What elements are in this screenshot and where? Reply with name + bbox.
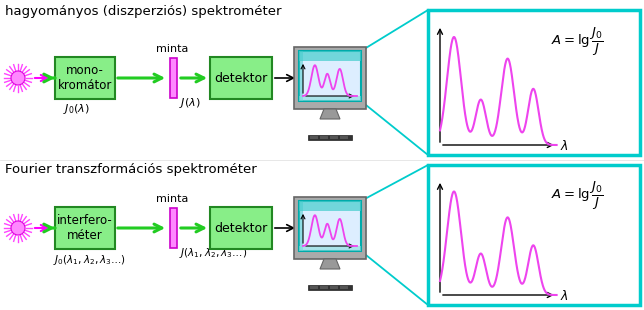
Bar bbox=[310, 286, 318, 289]
Bar bbox=[299, 201, 361, 251]
Text: interfero-
méter: interfero- méter bbox=[57, 214, 113, 242]
Bar bbox=[299, 201, 303, 251]
FancyBboxPatch shape bbox=[210, 57, 272, 99]
Polygon shape bbox=[320, 109, 340, 119]
Bar bbox=[308, 285, 352, 290]
FancyBboxPatch shape bbox=[55, 207, 115, 249]
Text: detektor: detektor bbox=[214, 72, 268, 85]
Bar bbox=[299, 51, 303, 101]
Bar bbox=[299, 51, 361, 101]
Bar bbox=[171, 208, 178, 248]
Bar bbox=[330, 286, 338, 289]
Bar bbox=[316, 237, 344, 240]
Text: $A = \lg \dfrac{J_0}{J}$: $A = \lg \dfrac{J_0}{J}$ bbox=[551, 180, 603, 212]
Text: $J_0(\lambda)$: $J_0(\lambda)$ bbox=[63, 102, 90, 116]
Bar bbox=[320, 136, 328, 139]
Bar bbox=[299, 246, 361, 251]
Bar bbox=[294, 47, 366, 109]
Bar bbox=[315, 91, 345, 94]
Bar bbox=[428, 10, 640, 155]
Text: $J(\lambda_1,\lambda_2,\lambda_3\ldots)$: $J(\lambda_1,\lambda_2,\lambda_3\ldots)$ bbox=[179, 246, 247, 260]
Bar bbox=[294, 197, 366, 259]
Bar bbox=[171, 58, 178, 98]
Bar bbox=[330, 136, 338, 139]
Text: $\lambda$: $\lambda$ bbox=[560, 139, 568, 153]
Bar bbox=[314, 245, 346, 249]
Bar bbox=[299, 51, 361, 61]
Circle shape bbox=[11, 221, 25, 235]
Bar bbox=[428, 165, 640, 305]
Bar bbox=[316, 87, 344, 90]
FancyBboxPatch shape bbox=[55, 57, 115, 99]
Text: hagyományos (diszperziós) spektrométer: hagyományos (diszperziós) spektrométer bbox=[5, 5, 281, 18]
Text: mono-
kromátor: mono- kromátor bbox=[58, 64, 112, 92]
Bar bbox=[320, 286, 328, 289]
Text: $J(\lambda)$: $J(\lambda)$ bbox=[179, 96, 200, 110]
Polygon shape bbox=[320, 259, 340, 269]
Text: minta: minta bbox=[156, 44, 188, 54]
Bar bbox=[299, 201, 361, 211]
Bar bbox=[310, 136, 318, 139]
Text: Fourier transzformációs spektrométer: Fourier transzformációs spektrométer bbox=[5, 163, 257, 176]
Bar bbox=[299, 96, 361, 101]
Text: $\lambda$: $\lambda$ bbox=[560, 289, 568, 303]
Text: $J_0(\lambda_1,\lambda_2,\lambda_3\ldots)$: $J_0(\lambda_1,\lambda_2,\lambda_3\ldots… bbox=[53, 253, 126, 267]
Bar bbox=[308, 135, 352, 140]
Text: minta: minta bbox=[156, 194, 188, 204]
Text: detektor: detektor bbox=[214, 222, 268, 234]
Bar bbox=[314, 95, 346, 99]
Circle shape bbox=[11, 71, 25, 85]
Bar bbox=[315, 241, 345, 244]
Bar bbox=[340, 136, 348, 139]
FancyBboxPatch shape bbox=[210, 207, 272, 249]
Text: $A = \lg \dfrac{J_0}{J}$: $A = \lg \dfrac{J_0}{J}$ bbox=[551, 26, 603, 58]
Bar bbox=[340, 286, 348, 289]
